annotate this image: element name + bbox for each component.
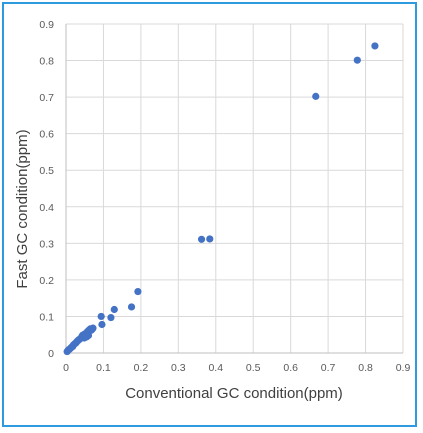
x-tick-label: 0.2	[134, 362, 149, 374]
x-tick-label: 0	[63, 362, 69, 374]
x-tick-label: 0.9	[396, 362, 411, 374]
data-point	[89, 324, 97, 332]
gridlines	[66, 23, 404, 353]
chart-frame	[2, 2, 417, 427]
y-tick-label: 0.6	[39, 129, 54, 141]
x-axis-title: Conventional GC condition(ppm)	[125, 385, 343, 402]
y-tick-label: 0.7	[39, 92, 54, 104]
y-axis-title: Fast GC condition(ppm)	[14, 129, 31, 288]
x-tick-label: 0.1	[96, 362, 111, 374]
y-tick-label: 0.1	[39, 311, 54, 323]
axes	[65, 24, 403, 354]
data-point	[107, 313, 115, 322]
data-point	[197, 235, 206, 243]
y-tick-label: 0.2	[39, 275, 54, 287]
y-tick-label: 0.8	[39, 56, 54, 68]
x-tick-label: 0.7	[321, 362, 336, 374]
x-tick-label: 0.6	[283, 362, 298, 374]
x-tick-label: 0.8	[358, 362, 373, 374]
data-point	[110, 305, 118, 314]
y-tick-label: 0.9	[39, 19, 54, 31]
data-point	[98, 320, 106, 329]
x-tick-label: 0.5	[246, 362, 261, 374]
x-tick-label: 0.4	[208, 362, 223, 374]
data-point	[127, 303, 136, 311]
y-tick-label: 0.5	[39, 165, 54, 177]
x-tick-label: 0.3	[171, 362, 186, 374]
data-point	[134, 287, 142, 296]
y-tick-label: 0	[48, 348, 54, 360]
y-tick-label: 0.4	[39, 202, 54, 214]
y-tick-label: 0.3	[39, 238, 54, 250]
tick-labels: 0 0.1 0.2 0.3 0.4 0.5 0.6 0.7 0.8 0.9 0 0.1 0.2 0.3 0.…	[39, 19, 410, 374]
data-point	[97, 312, 105, 321]
data-point	[371, 42, 379, 50]
data-point	[353, 56, 361, 64]
data-points	[63, 42, 379, 356]
data-point	[206, 235, 214, 243]
data-point	[312, 92, 320, 100]
